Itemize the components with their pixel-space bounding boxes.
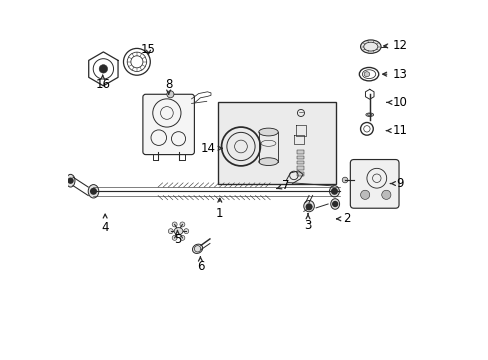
- FancyBboxPatch shape: [349, 159, 398, 208]
- Ellipse shape: [330, 199, 339, 209]
- Text: 13: 13: [382, 68, 407, 81]
- Ellipse shape: [258, 128, 278, 136]
- Circle shape: [166, 91, 174, 98]
- Bar: [297, 150, 303, 154]
- Circle shape: [183, 229, 188, 234]
- Circle shape: [67, 177, 74, 184]
- Bar: [297, 161, 303, 165]
- Text: 2: 2: [336, 212, 350, 225]
- Bar: [297, 156, 303, 159]
- Circle shape: [172, 222, 177, 227]
- Bar: [297, 166, 303, 170]
- Ellipse shape: [329, 186, 339, 197]
- Ellipse shape: [303, 201, 314, 212]
- Circle shape: [90, 188, 97, 195]
- Circle shape: [172, 235, 177, 240]
- Text: 11: 11: [386, 124, 407, 137]
- Text: 15: 15: [141, 43, 156, 56]
- Text: 10: 10: [386, 96, 407, 109]
- Circle shape: [342, 177, 347, 183]
- FancyBboxPatch shape: [142, 94, 194, 154]
- Text: 4: 4: [101, 214, 109, 234]
- Text: 14: 14: [201, 142, 222, 155]
- Circle shape: [330, 188, 337, 195]
- Text: 7: 7: [276, 179, 289, 192]
- Circle shape: [175, 228, 182, 234]
- Circle shape: [305, 203, 312, 210]
- Circle shape: [180, 222, 184, 227]
- Circle shape: [180, 235, 184, 240]
- Circle shape: [331, 201, 338, 207]
- Ellipse shape: [364, 72, 369, 77]
- Text: 16: 16: [95, 75, 110, 91]
- Ellipse shape: [360, 40, 380, 53]
- Ellipse shape: [66, 174, 75, 187]
- Ellipse shape: [258, 158, 278, 166]
- Ellipse shape: [88, 185, 99, 198]
- Bar: [218, 102, 336, 184]
- Text: 6: 6: [196, 257, 203, 273]
- Ellipse shape: [174, 228, 183, 235]
- Text: 1: 1: [216, 198, 223, 220]
- Circle shape: [99, 65, 107, 73]
- Text: 12: 12: [383, 40, 407, 53]
- Bar: [297, 172, 303, 176]
- Circle shape: [381, 190, 390, 199]
- Circle shape: [360, 190, 369, 199]
- Text: 8: 8: [164, 78, 172, 94]
- Text: 9: 9: [389, 177, 403, 190]
- Ellipse shape: [192, 244, 202, 253]
- Circle shape: [168, 229, 173, 234]
- Text: 5: 5: [173, 230, 181, 247]
- Ellipse shape: [365, 113, 373, 117]
- Text: 3: 3: [304, 214, 311, 232]
